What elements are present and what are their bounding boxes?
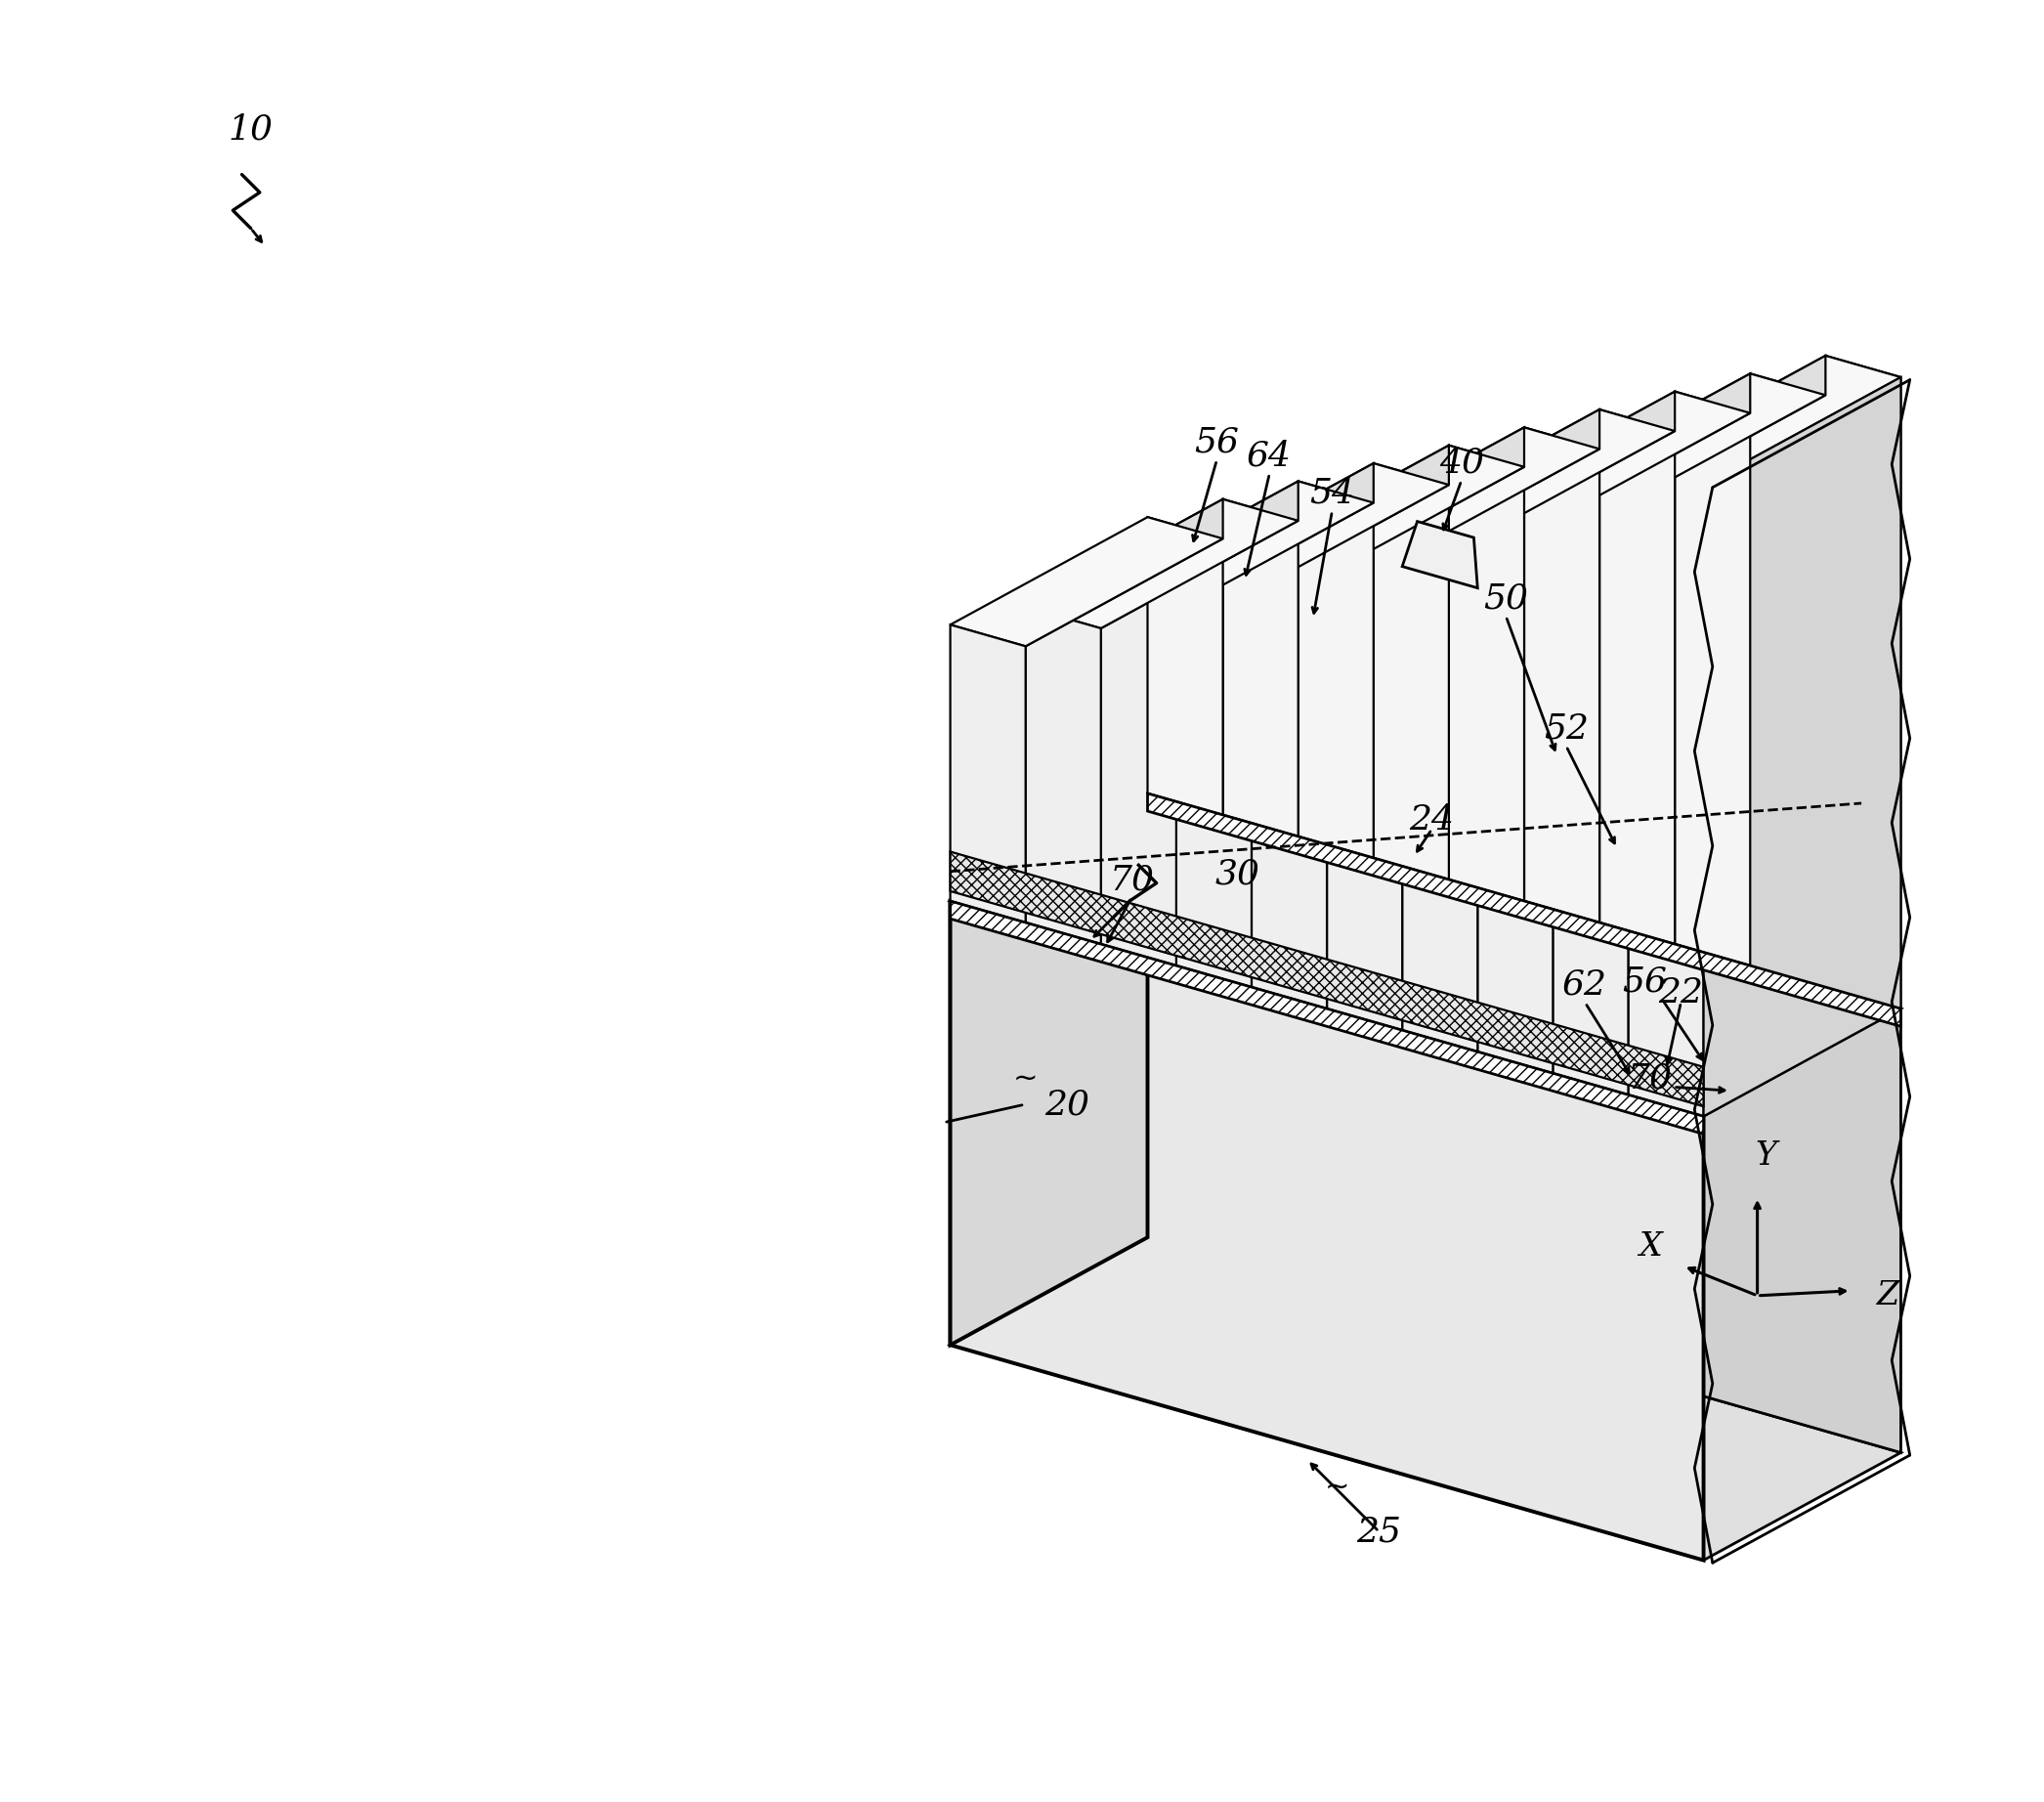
Polygon shape bbox=[1703, 377, 1901, 1115]
Text: 50: 50 bbox=[1484, 582, 1529, 614]
Text: 24: 24 bbox=[1410, 804, 1453, 836]
Text: ~: ~ bbox=[1325, 1474, 1349, 1501]
Polygon shape bbox=[1402, 521, 1478, 587]
Polygon shape bbox=[1750, 373, 1825, 987]
Text: 25: 25 bbox=[1357, 1515, 1402, 1548]
Polygon shape bbox=[950, 852, 1703, 1106]
Polygon shape bbox=[1222, 499, 1298, 836]
Polygon shape bbox=[1175, 571, 1251, 987]
Polygon shape bbox=[1553, 373, 1750, 521]
Text: X: X bbox=[1639, 1233, 1662, 1263]
Text: 10: 10 bbox=[229, 114, 274, 146]
Polygon shape bbox=[1175, 463, 1374, 611]
Polygon shape bbox=[1298, 481, 1374, 858]
Polygon shape bbox=[1674, 391, 1750, 966]
Text: 62: 62 bbox=[1564, 968, 1609, 1002]
Polygon shape bbox=[1374, 463, 1449, 879]
Polygon shape bbox=[1327, 427, 1525, 575]
Polygon shape bbox=[950, 1238, 1901, 1561]
Text: ~: ~ bbox=[1014, 1065, 1038, 1094]
Text: 52: 52 bbox=[1543, 712, 1588, 744]
Polygon shape bbox=[1629, 463, 1703, 1115]
Polygon shape bbox=[1478, 499, 1553, 1074]
Polygon shape bbox=[1251, 553, 1327, 1009]
Text: 70: 70 bbox=[1627, 1061, 1672, 1094]
Polygon shape bbox=[1147, 793, 1901, 1452]
Polygon shape bbox=[1553, 373, 1825, 503]
Polygon shape bbox=[1525, 427, 1600, 923]
Polygon shape bbox=[1327, 535, 1402, 1031]
Polygon shape bbox=[1102, 481, 1374, 611]
Text: 30: 30 bbox=[1214, 858, 1259, 890]
Polygon shape bbox=[1402, 409, 1674, 539]
Polygon shape bbox=[1327, 427, 1600, 557]
Polygon shape bbox=[1402, 409, 1600, 557]
Polygon shape bbox=[1175, 463, 1449, 593]
Polygon shape bbox=[1402, 517, 1478, 1052]
Polygon shape bbox=[950, 901, 1703, 1133]
Polygon shape bbox=[950, 625, 1026, 923]
Text: Z: Z bbox=[1876, 1279, 1899, 1312]
Polygon shape bbox=[1026, 607, 1102, 944]
Polygon shape bbox=[1600, 409, 1674, 944]
Text: 56: 56 bbox=[1623, 966, 1668, 998]
Polygon shape bbox=[950, 517, 1222, 647]
Polygon shape bbox=[1026, 499, 1222, 647]
Polygon shape bbox=[1629, 355, 1901, 485]
Text: 64: 64 bbox=[1247, 440, 1292, 472]
Polygon shape bbox=[1825, 355, 1901, 1009]
Polygon shape bbox=[950, 793, 1901, 1115]
Text: 56: 56 bbox=[1194, 425, 1239, 460]
Text: 40: 40 bbox=[1439, 445, 1484, 479]
Polygon shape bbox=[1251, 445, 1449, 593]
Polygon shape bbox=[950, 793, 1147, 1344]
Polygon shape bbox=[1553, 481, 1629, 1096]
Text: 20: 20 bbox=[1044, 1088, 1089, 1121]
Text: 54: 54 bbox=[1310, 476, 1355, 510]
Text: Y: Y bbox=[1756, 1141, 1776, 1171]
Polygon shape bbox=[1449, 445, 1525, 901]
Polygon shape bbox=[1478, 391, 1750, 521]
Polygon shape bbox=[1147, 793, 1901, 1027]
Polygon shape bbox=[1026, 499, 1298, 629]
Polygon shape bbox=[1478, 391, 1674, 539]
Polygon shape bbox=[1102, 481, 1298, 629]
Polygon shape bbox=[1251, 445, 1525, 575]
Polygon shape bbox=[1147, 517, 1222, 815]
Polygon shape bbox=[950, 901, 1703, 1561]
Text: 22: 22 bbox=[1658, 977, 1703, 1009]
Polygon shape bbox=[1629, 355, 1825, 503]
Polygon shape bbox=[1102, 589, 1175, 966]
Text: 70: 70 bbox=[1110, 863, 1155, 896]
